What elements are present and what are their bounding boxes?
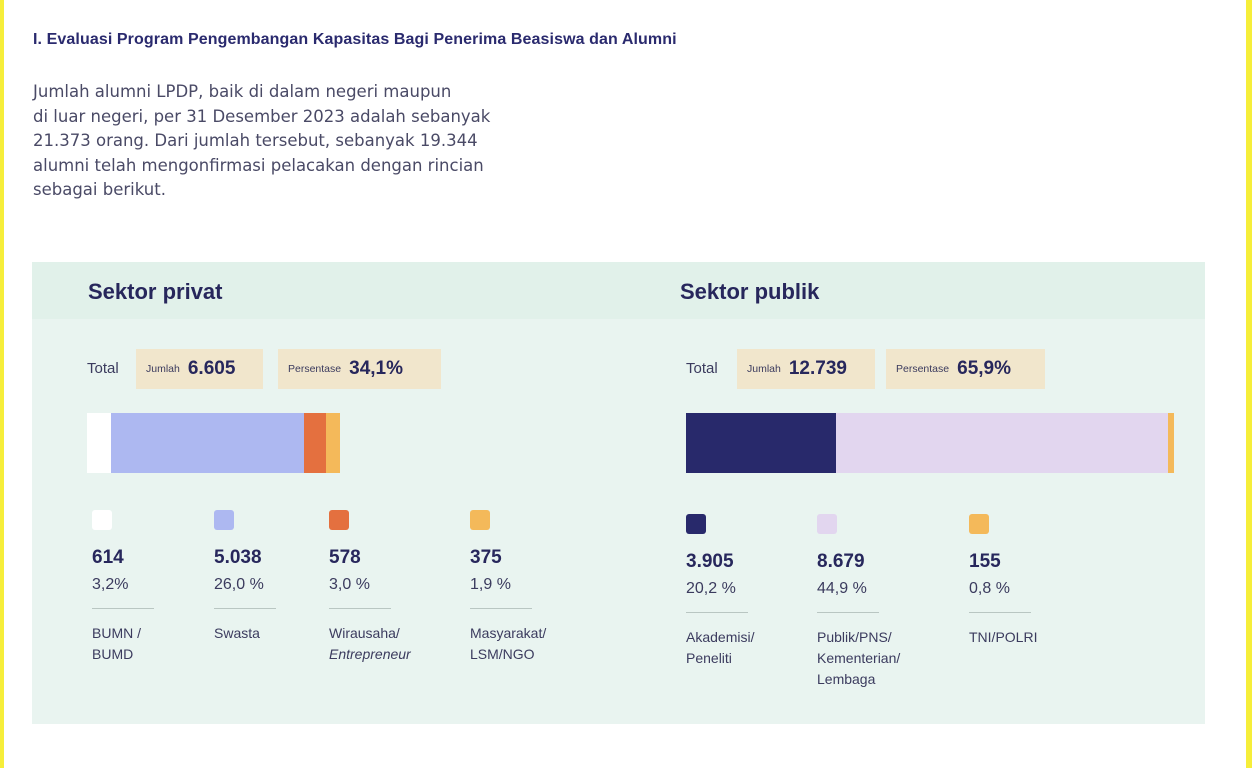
private-sector-title: Sektor privat: [88, 279, 223, 304]
private-jumlah-value: 6.605: [187, 358, 236, 379]
legend-value: 578: [329, 547, 361, 568]
legend-divider: [92, 608, 154, 609]
legend-item: 614 3,2% BUMN / BUMD: [92, 510, 212, 665]
legend-divider: [214, 608, 276, 609]
legend-percent: 26,0 %: [214, 576, 264, 593]
legend-value: 5.038: [214, 547, 262, 568]
legend-value: 614: [92, 547, 124, 568]
legend-label: Akademisi/ Peneliti: [686, 629, 755, 666]
legend-item: 3.905 20,2 % Akademisi/ Peneliti: [686, 514, 806, 669]
legend-divider: [969, 612, 1031, 613]
legend-percent: 3,2%: [92, 576, 129, 593]
public-sector-title: Sektor publik: [680, 279, 820, 304]
public-persentase-label: Persentase: [896, 363, 950, 375]
legend-divider: [470, 608, 532, 609]
bar-segment-private-2: [303, 413, 326, 473]
public-stacked-bar: [686, 413, 1174, 473]
section-heading: I. Evaluasi Program Pengembangan Kapasit…: [33, 31, 677, 48]
legend-value: 3.905: [686, 551, 734, 572]
public-jumlah-chip: Jumlah 12.739: [737, 349, 875, 389]
left-border: [0, 0, 4, 768]
legend-item: 5.038 26,0 % Swasta: [214, 510, 334, 644]
legend-value: 155: [969, 551, 1001, 572]
legend-divider: [686, 612, 748, 613]
legend-percent: 44,9 %: [817, 580, 867, 597]
private-jumlah-chip: Jumlah 6.605: [136, 349, 263, 389]
private-persentase-value: 34,1%: [349, 358, 403, 379]
legend-swatch: [329, 510, 349, 530]
legend-item: 8.679 44,9 % Publik/PNS/ Kementerian/ Lemb…: [817, 514, 937, 690]
legend-swatch: [969, 514, 989, 534]
bar-segment-private-3: [325, 413, 340, 473]
legend-label: Wirausaha/ Entrepreneur: [329, 625, 411, 662]
public-persentase-value: 65,9%: [957, 358, 1011, 379]
legend-label: TNI/POLRI: [969, 629, 1038, 645]
legend-label: BUMN / BUMD: [92, 625, 141, 662]
intro-paragraph: Jumlah alumni LPDP, baik di dalam negeri…: [33, 82, 491, 199]
legend-swatch: [817, 514, 837, 534]
legend-value: 8.679: [817, 551, 865, 572]
private-total-label: Total: [87, 360, 119, 377]
legend-label: Swasta: [214, 625, 260, 641]
legend-item: 578 3,0 % Wirausaha/ Entrepreneur: [329, 510, 449, 665]
legend-percent: 3,0 %: [329, 576, 370, 593]
bar-segment-public-2: [1168, 413, 1174, 473]
legend-swatch: [214, 510, 234, 530]
legend-percent: 20,2 %: [686, 580, 736, 597]
private-persentase-chip: Persentase 34,1%: [278, 349, 441, 389]
right-border: [1246, 0, 1252, 768]
bar-segment-public-1: [835, 413, 1169, 473]
legend-divider: [329, 608, 391, 609]
legend-swatch: [686, 514, 706, 534]
public-total-label: Total: [686, 360, 718, 377]
sector-panel: [32, 262, 1205, 724]
legend-percent: 1,9 %: [470, 576, 511, 593]
legend-swatch: [470, 510, 490, 530]
private-persentase-label: Persentase: [288, 363, 342, 375]
bar-segment-private-1: [110, 413, 304, 473]
private-stacked-bar: [87, 413, 340, 473]
legend-swatch: [92, 510, 112, 530]
public-persentase-chip: Persentase 65,9%: [886, 349, 1045, 389]
legend-item: 155 0,8 % TNI/POLRI: [969, 514, 1089, 648]
public-jumlah-value: 12.739: [788, 358, 847, 379]
legend-value: 375: [470, 547, 502, 568]
legend-label: Publik/PNS/ Kementerian/ Lembaga: [817, 629, 901, 687]
bar-segment-public-0: [686, 413, 836, 473]
public-jumlah-label: Jumlah: [747, 363, 781, 375]
private-jumlah-label: Jumlah: [146, 363, 180, 375]
bar-segment-private-0: [87, 413, 111, 473]
legend-divider: [817, 612, 879, 613]
legend-item: 375 1,9 % Masyarakat/ LSM/NGO: [470, 510, 590, 665]
panel-header-band: [32, 262, 1205, 319]
legend-label: Masyarakat/ LSM/NGO: [470, 625, 547, 662]
legend-percent: 0,8 %: [969, 580, 1010, 597]
